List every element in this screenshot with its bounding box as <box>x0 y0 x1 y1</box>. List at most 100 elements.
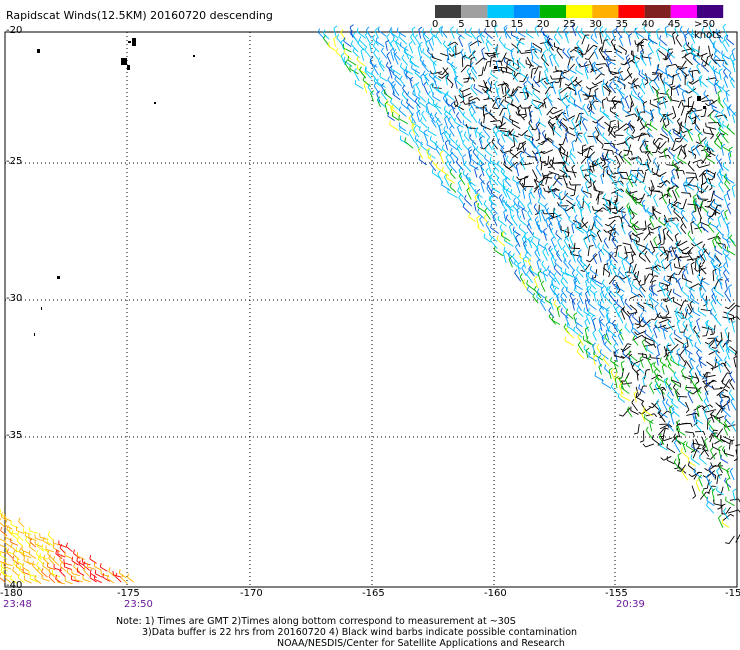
wind-barb <box>528 104 533 118</box>
wind-barb <box>464 52 472 61</box>
wind-barb <box>664 28 674 38</box>
wind-barb <box>699 285 704 299</box>
wind-barb <box>449 182 457 193</box>
wind-barb <box>688 78 701 85</box>
legend-label: 10 <box>484 19 498 30</box>
legend-label: 40 <box>641 19 655 30</box>
wind-barb <box>663 377 668 389</box>
wind-barb <box>608 325 617 338</box>
wind-barb <box>379 72 388 82</box>
wind-barb <box>718 117 724 129</box>
wind-barb <box>680 447 689 459</box>
wind-barb <box>604 219 616 227</box>
wind-barb <box>731 320 736 333</box>
wind-barb <box>602 132 610 144</box>
wind-barb <box>445 160 452 172</box>
wind-barb <box>631 172 639 184</box>
wind-barb <box>577 341 584 353</box>
wind-barb <box>668 146 675 157</box>
wind-barb <box>524 244 532 257</box>
wind-barb <box>4 538 12 548</box>
wind-barb <box>723 173 731 185</box>
wind-barb <box>562 47 570 59</box>
wind-barb <box>628 205 638 216</box>
wind-barb <box>670 95 680 103</box>
wind-barb <box>458 34 464 48</box>
wind-barb <box>34 534 44 542</box>
wind-barb <box>488 230 498 243</box>
wind-barb <box>691 43 700 53</box>
wind-barb <box>611 236 618 250</box>
wind-barb <box>710 446 716 460</box>
wind-barb <box>553 264 562 276</box>
wind-barb <box>497 160 505 172</box>
wind-barb <box>89 554 97 564</box>
wind-barb <box>575 323 584 335</box>
wind-barb <box>649 353 660 359</box>
wind-barb <box>591 80 603 86</box>
wind-barb <box>516 38 525 47</box>
wind-barb <box>701 61 710 73</box>
note-line-1: Note: 1) Times are GMT 2)Times along bot… <box>116 616 516 627</box>
wind-barb <box>486 52 500 57</box>
wind-barb <box>564 92 570 104</box>
wind-barb <box>582 144 587 156</box>
graticule <box>5 32 737 587</box>
wind-barb <box>507 250 514 265</box>
wind-barb <box>511 70 519 82</box>
wind-barb <box>468 41 473 54</box>
wind-barb <box>360 48 365 61</box>
wind-barb <box>343 56 353 67</box>
wind-barb <box>506 102 511 116</box>
wind-barb <box>72 549 81 559</box>
wind-barb <box>630 90 640 101</box>
wind-barb <box>687 203 699 209</box>
wind-barb <box>703 139 710 151</box>
wind-barb <box>708 24 714 37</box>
wind-barb <box>695 256 700 269</box>
wind-barb <box>22 550 32 559</box>
wind-barb <box>434 102 443 115</box>
wind-barb <box>721 518 730 528</box>
wind-barb <box>612 319 619 333</box>
wind-barb <box>426 147 431 159</box>
wind-barb <box>531 98 539 109</box>
wind-barb <box>701 326 713 334</box>
wind-barb <box>423 129 428 142</box>
wind-barb <box>463 131 470 142</box>
wind-barb <box>373 63 379 76</box>
wind-barb <box>448 160 457 173</box>
wind-barb <box>576 47 583 58</box>
wind-barb <box>671 159 680 172</box>
wind-barb <box>511 119 521 129</box>
wind-barb <box>617 176 624 187</box>
wind-barb <box>685 281 696 292</box>
wind-barb <box>468 95 473 107</box>
wind-barb <box>672 288 682 298</box>
wind-barb <box>569 234 575 247</box>
wind-barb <box>608 126 618 137</box>
wind-barb <box>28 533 37 541</box>
wind-barb <box>82 575 91 583</box>
wind-barb <box>70 575 80 583</box>
wind-barb <box>598 46 605 59</box>
wind-barb <box>608 275 620 285</box>
wind-barb <box>697 206 703 220</box>
wind-barb <box>480 163 485 177</box>
wind-barb <box>16 526 25 534</box>
wind-barb <box>706 141 715 152</box>
wind-barb <box>684 112 691 124</box>
wind-barb <box>608 251 613 264</box>
wind-barb <box>699 253 706 265</box>
wind-barb <box>459 130 464 142</box>
wind-barb <box>677 255 682 268</box>
wind-barb <box>605 321 610 333</box>
wind-barb <box>665 66 670 79</box>
wind-barb <box>582 263 590 276</box>
wind-barb <box>624 270 632 283</box>
wind-barb <box>679 131 689 143</box>
wind-barb <box>613 359 618 374</box>
wind-barb <box>645 160 652 174</box>
wind-barb <box>729 234 737 247</box>
wind-barb <box>515 243 521 256</box>
